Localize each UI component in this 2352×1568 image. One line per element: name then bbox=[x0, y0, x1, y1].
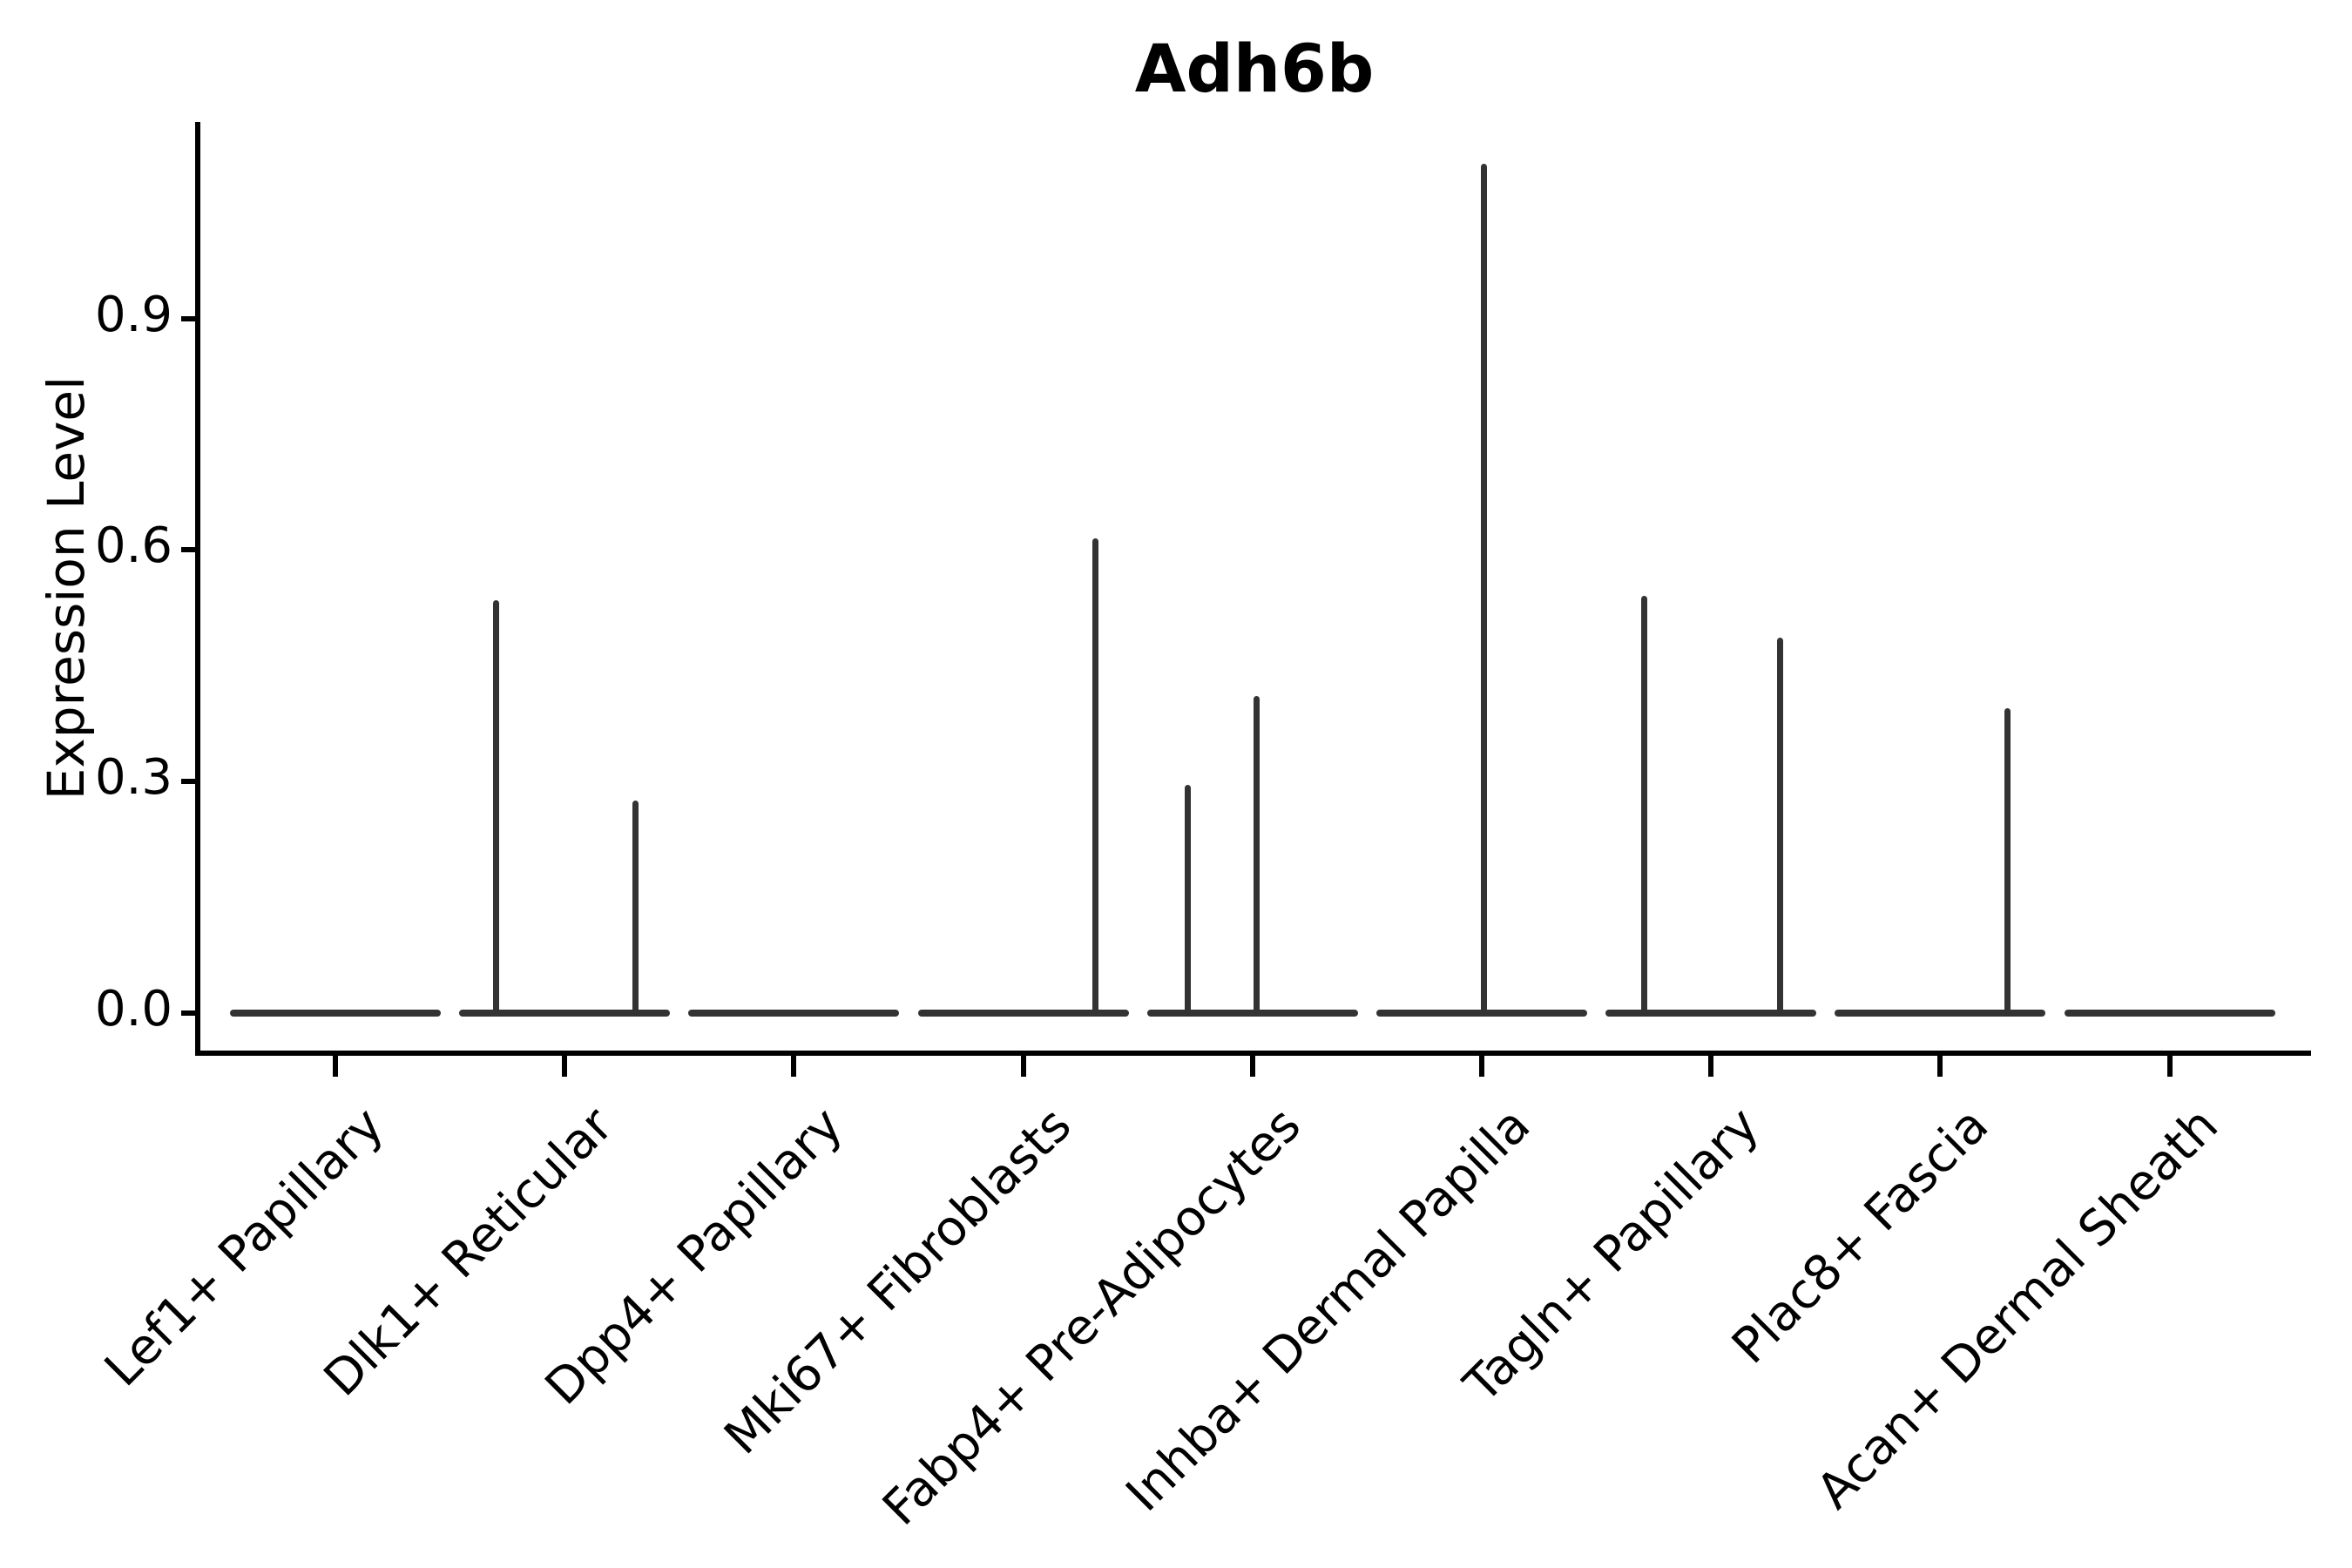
x-tick-label: Acan+ Dermal Sheath bbox=[1806, 1097, 2229, 1520]
y-tick bbox=[181, 1010, 195, 1016]
x-tick bbox=[2166, 1056, 2173, 1077]
x-tick-label: Fabp4+ Pre-Adipocytes bbox=[872, 1097, 1312, 1537]
violin-baseline bbox=[1835, 1010, 2046, 1017]
x-tick bbox=[1479, 1056, 1484, 1077]
violin-baseline bbox=[2064, 1010, 2275, 1017]
x-tick bbox=[562, 1056, 568, 1077]
x-tick bbox=[1020, 1056, 1026, 1077]
violin-spike bbox=[1640, 595, 1647, 1017]
violin-spike bbox=[1776, 638, 1783, 1017]
x-tick bbox=[1708, 1056, 1714, 1077]
x-tick bbox=[1937, 1056, 1943, 1077]
y-axis-label: Expression Level bbox=[37, 375, 96, 801]
y-tick-label: 0.6 bbox=[94, 517, 172, 575]
violin-baseline bbox=[917, 1010, 1129, 1017]
violin-spike bbox=[1254, 695, 1260, 1017]
x-tick bbox=[1249, 1056, 1255, 1077]
y-axis-spine bbox=[195, 122, 200, 1056]
violin-spike bbox=[632, 801, 639, 1017]
x-tick bbox=[791, 1056, 797, 1077]
violin-baseline bbox=[1146, 1010, 1358, 1017]
violin-spike bbox=[1185, 784, 1192, 1017]
y-tick-label: 0.9 bbox=[94, 286, 172, 343]
y-tick bbox=[181, 779, 195, 785]
violin-baseline bbox=[459, 1010, 671, 1017]
violin-baseline bbox=[688, 1010, 900, 1017]
y-tick-label: 0.3 bbox=[94, 749, 172, 807]
y-tick-label: 0.0 bbox=[94, 981, 172, 1037]
violin-spike bbox=[1480, 164, 1487, 1017]
violin-baseline bbox=[230, 1010, 441, 1017]
y-tick bbox=[181, 547, 195, 553]
violin-spike bbox=[492, 599, 499, 1017]
chart-title: Adh6b bbox=[1134, 30, 1375, 107]
violin-spike bbox=[1092, 538, 1099, 1017]
x-axis-spine bbox=[195, 1051, 2311, 1056]
x-tick bbox=[333, 1056, 338, 1077]
violin-spike bbox=[2004, 708, 2011, 1017]
y-tick bbox=[181, 315, 195, 321]
x-tick-label: Inhba+ Dermal Papilla bbox=[1115, 1097, 1542, 1523]
violin-baseline bbox=[1605, 1010, 1817, 1017]
